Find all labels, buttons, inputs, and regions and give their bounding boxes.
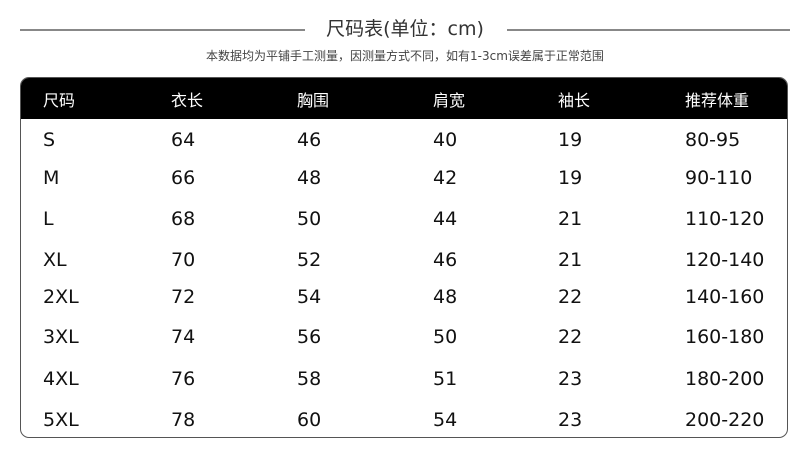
- cell-shoulder: 51: [433, 368, 458, 390]
- cell-length: 78: [171, 409, 196, 431]
- cell-chest: 58: [297, 368, 322, 390]
- cell-sleeve: 23: [558, 409, 583, 431]
- cell-weight: 120-140: [685, 249, 765, 271]
- cell-chest: 48: [297, 167, 322, 189]
- cell-sleeve: 19: [558, 167, 583, 189]
- cell-size: 4XL: [43, 368, 79, 390]
- cell-shoulder: 44: [433, 208, 458, 230]
- cell-size: 5XL: [43, 409, 79, 431]
- cell-chest: 56: [297, 326, 322, 348]
- cell-shoulder: 48: [433, 286, 458, 308]
- column-header-chest: 胸围: [297, 91, 330, 110]
- size-chart-table: 尺码 衣长 胸围 肩宽 袖长 推荐体重 S 64 46 40 19 80-95 M 66 48 42 19 90…: [20, 77, 788, 438]
- cell-length: 76: [171, 368, 196, 390]
- title-rule-right: [507, 29, 790, 31]
- cell-sleeve: 21: [558, 249, 583, 271]
- cell-sleeve: 22: [558, 326, 583, 348]
- cell-length: 72: [171, 286, 196, 308]
- cell-chest: 52: [297, 249, 322, 271]
- cell-size: XL: [43, 249, 67, 271]
- cell-size: S: [43, 129, 56, 151]
- measurement-note: 本数据均为平铺手工测量，因测量方式不同，如有1-3cm误差属于正常范围: [206, 49, 604, 63]
- column-header-sleeve: 袖长: [558, 91, 591, 110]
- column-header-shoulder: 肩宽: [433, 91, 466, 110]
- cell-size: M: [43, 167, 60, 189]
- cell-sleeve: 22: [558, 286, 583, 308]
- cell-size: 3XL: [43, 326, 79, 348]
- cell-sleeve: 19: [558, 129, 583, 151]
- cell-sleeve: 21: [558, 208, 583, 230]
- cell-weight: 140-160: [685, 286, 765, 308]
- cell-chest: 60: [297, 409, 322, 431]
- cell-weight: 90-110: [685, 167, 753, 189]
- title-rule-left: [20, 29, 305, 31]
- cell-shoulder: 40: [433, 129, 458, 151]
- cell-shoulder: 50: [433, 326, 458, 348]
- cell-weight: 180-200: [685, 368, 765, 390]
- cell-length: 74: [171, 326, 196, 348]
- cell-weight: 160-180: [685, 326, 765, 348]
- cell-chest: 54: [297, 286, 322, 308]
- cell-size: L: [43, 208, 54, 230]
- cell-length: 64: [171, 129, 196, 151]
- cell-chest: 46: [297, 129, 322, 151]
- column-header-size: 尺码: [43, 91, 76, 110]
- cell-length: 66: [171, 167, 196, 189]
- column-header-length: 衣长: [171, 91, 204, 110]
- cell-length: 70: [171, 249, 196, 271]
- cell-weight: 200-220: [685, 409, 765, 431]
- cell-length: 68: [171, 208, 196, 230]
- cell-size: 2XL: [43, 286, 79, 308]
- cell-chest: 50: [297, 208, 322, 230]
- cell-sleeve: 23: [558, 368, 583, 390]
- cell-shoulder: 42: [433, 167, 458, 189]
- cell-shoulder: 54: [433, 409, 458, 431]
- cell-shoulder: 46: [433, 249, 458, 271]
- table-header: 尺码 衣长 胸围 肩宽 袖长 推荐体重: [21, 78, 787, 119]
- cell-weight: 80-95: [685, 129, 741, 151]
- column-header-weight: 推荐体重: [685, 91, 750, 110]
- page-title: 尺码表(单位：cm): [326, 18, 484, 40]
- cell-weight: 110-120: [685, 208, 765, 230]
